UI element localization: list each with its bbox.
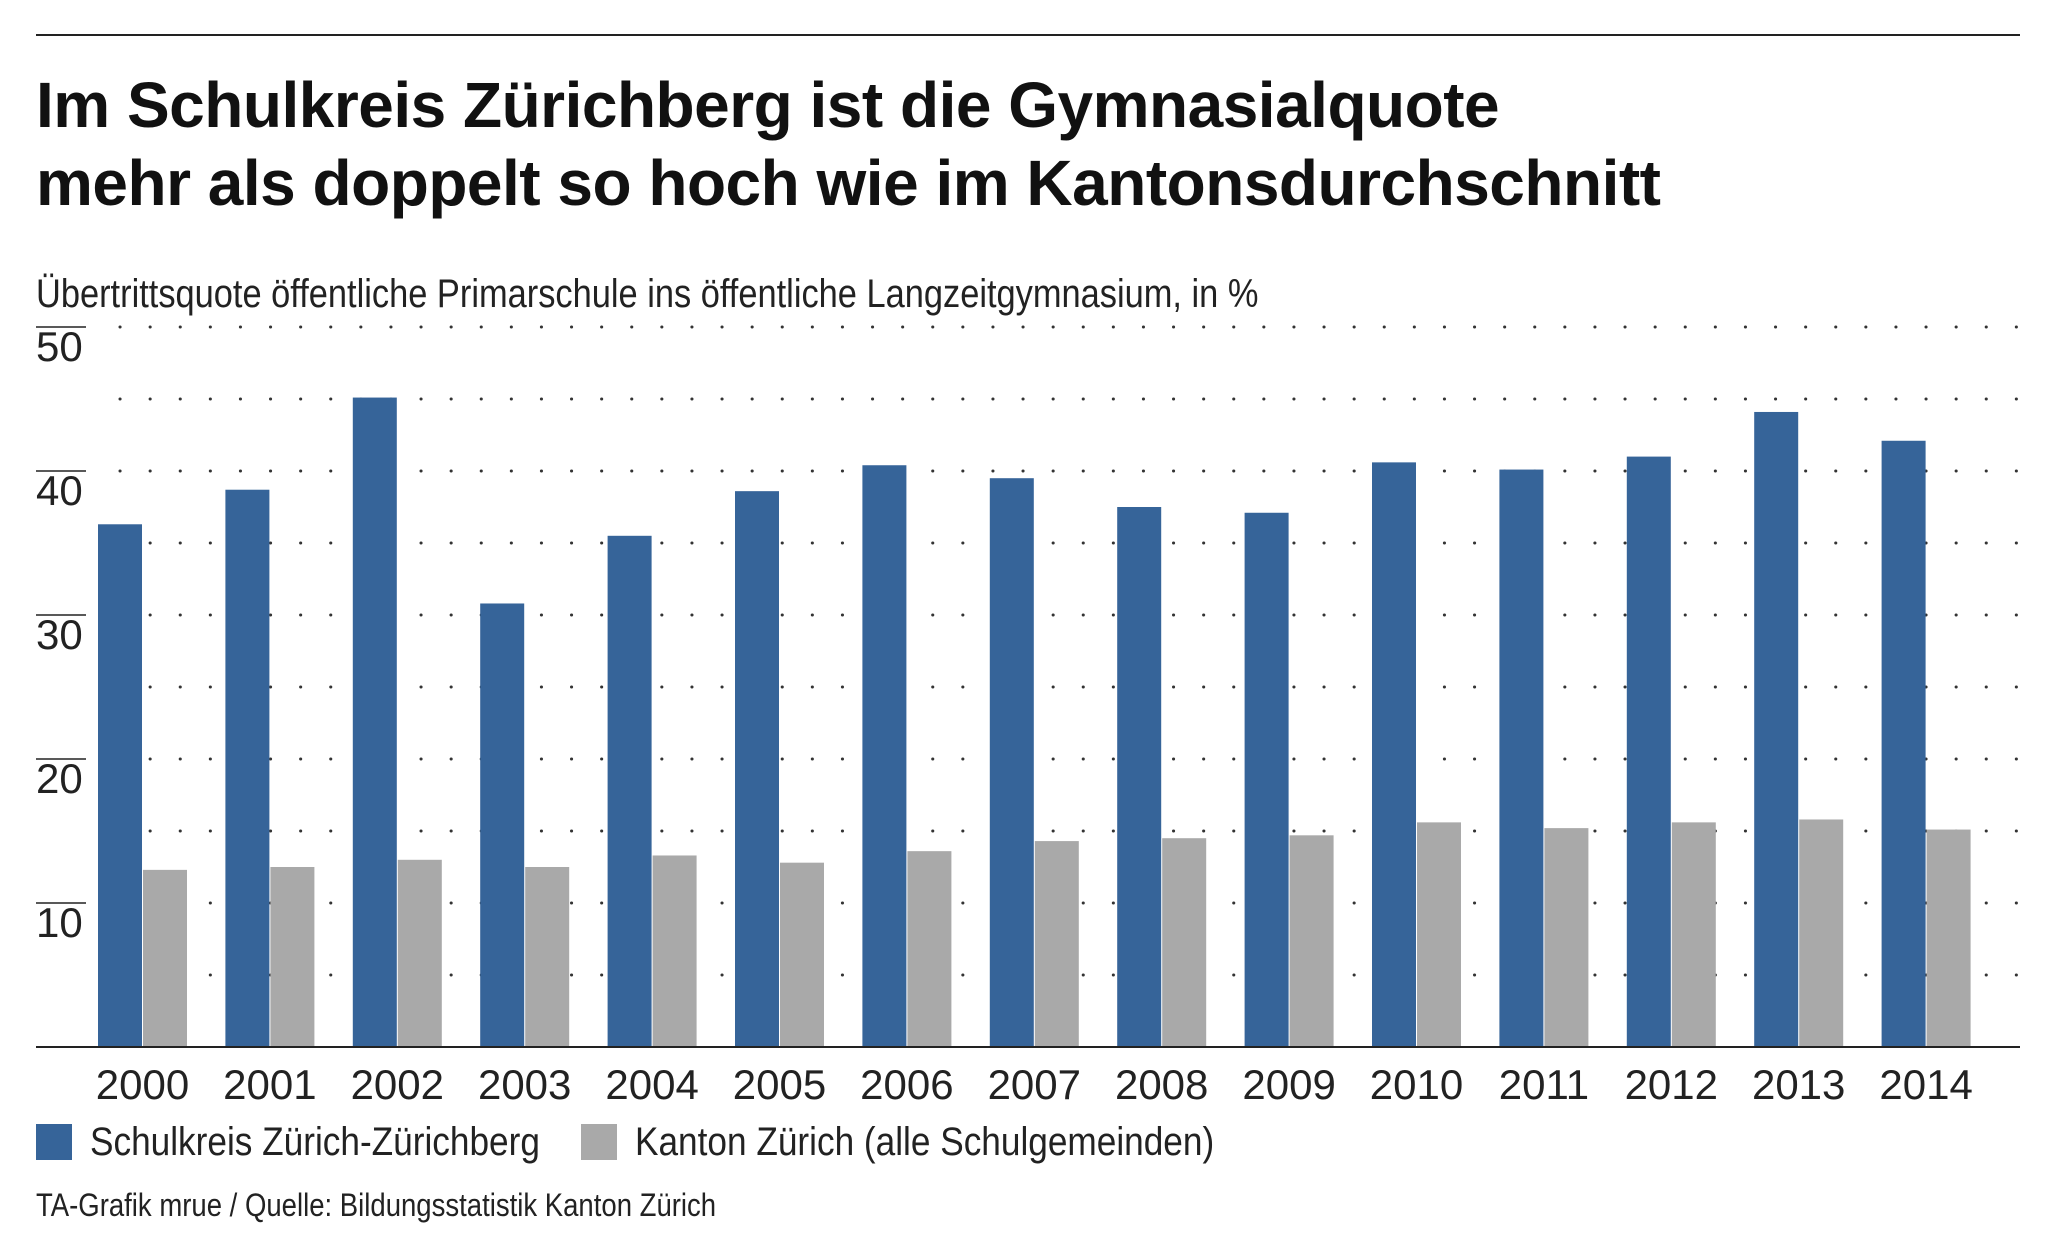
y-tick-label-30: 30	[36, 611, 83, 658]
x-tick-label-2008: 2008	[1115, 1061, 1208, 1108]
legend-item-kanton: Kanton Zürich (alle Schulgemeinden)	[581, 1118, 1233, 1166]
x-tick-label-2004: 2004	[605, 1061, 698, 1108]
bar-kanton-2006	[907, 851, 952, 1047]
bar-kanton-2004	[652, 855, 697, 1047]
legend-swatch-kanton	[581, 1124, 618, 1160]
bar-zuerichberg-2009	[1244, 512, 1289, 1047]
x-tick-label-2011: 2011	[1499, 1061, 1589, 1108]
bar-kanton-2013	[1799, 819, 1844, 1047]
y-tick-label-40: 40	[36, 467, 83, 514]
x-tick-label-2010: 2010	[1370, 1061, 1463, 1108]
bar-zuerichberg-2006	[862, 465, 907, 1047]
x-tick-label-2009: 2009	[1242, 1061, 1335, 1108]
chart-title: Im Schulkreis Zürichberg ist die Gymnasi…	[36, 66, 1996, 222]
x-tick-label-2002: 2002	[351, 1061, 444, 1108]
bar-zuerichberg-2012	[1626, 456, 1671, 1048]
x-tick-label-2003: 2003	[478, 1061, 571, 1108]
bar-kanton-2002	[397, 859, 442, 1047]
bar-kanton-2014	[1926, 829, 1971, 1047]
legend-item-zuerichberg: Schulkreis Zürich-Zürichberg	[36, 1118, 601, 1166]
bar-kanton-2010	[1417, 822, 1461, 1047]
top-rule	[36, 34, 2020, 36]
x-tick-label-2006: 2006	[860, 1061, 953, 1108]
bar-zuerichberg-2000	[98, 524, 142, 1047]
legend-label-kanton: Kanton Zürich (alle Schulgemeinden)	[635, 1120, 1215, 1164]
bar-zuerichberg-2014	[1881, 440, 1926, 1047]
bar-zuerichberg-2013	[1754, 411, 1799, 1048]
x-tick-label-2005: 2005	[733, 1061, 826, 1108]
x-tick-label-2000: 2000	[96, 1061, 189, 1108]
bar-kanton-2007	[1034, 841, 1079, 1047]
bar-zuerichberg-2010	[1372, 462, 1416, 1047]
y-tick-label-10: 10	[36, 899, 83, 946]
chart-title-line-1: Im Schulkreis Zürichberg ist die Gymnasi…	[36, 69, 1500, 141]
bar-kanton-2009	[1289, 835, 1334, 1047]
bar-zuerichberg-2005	[735, 491, 779, 1047]
chart-title-line-2: mehr als doppelt so hoch wie im Kantonsd…	[36, 147, 1661, 219]
bar-kanton-2005	[780, 862, 824, 1047]
bar-kanton-2011	[1544, 828, 1589, 1047]
chart-subtitle: Übertrittsquote öffentliche Primarschule…	[36, 272, 1259, 316]
x-tick-label-2013: 2013	[1752, 1061, 1845, 1108]
legend-label-zuerichberg: Schulkreis Zürich-Zürichberg	[90, 1120, 540, 1164]
x-tick-label-2014: 2014	[1879, 1061, 1972, 1108]
y-tick-label-20: 20	[36, 755, 83, 802]
bar-zuerichberg-2001	[225, 489, 270, 1048]
y-tick-label-50: 50	[36, 323, 83, 370]
bar-kanton-2003	[525, 867, 570, 1047]
legend: Schulkreis Zürich-Zürichberg Kanton Züri…	[36, 1117, 1281, 1167]
bar-zuerichberg-2007	[989, 478, 1034, 1047]
x-tick-label-2007: 2007	[988, 1061, 1081, 1108]
x-tick-label-2012: 2012	[1625, 1061, 1718, 1108]
bar-kanton-2001	[270, 867, 315, 1047]
bar-zuerichberg-2002	[352, 397, 397, 1047]
bar-zuerichberg-2008	[1117, 507, 1162, 1047]
legend-swatch-zuerichberg	[36, 1124, 72, 1160]
bar-kanton-2012	[1671, 822, 1716, 1047]
bar-kanton-2000	[143, 869, 187, 1047]
x-tick-label-2001: 2001	[223, 1061, 316, 1108]
bar-zuerichberg-2011	[1499, 469, 1544, 1047]
bar-zuerichberg-2004	[607, 535, 652, 1047]
source-note: TA-Grafik mrue / Quelle: Bildungsstatist…	[36, 1187, 717, 1223]
bar-kanton-2008	[1162, 838, 1207, 1047]
bar-zuerichberg-2003	[480, 603, 525, 1047]
